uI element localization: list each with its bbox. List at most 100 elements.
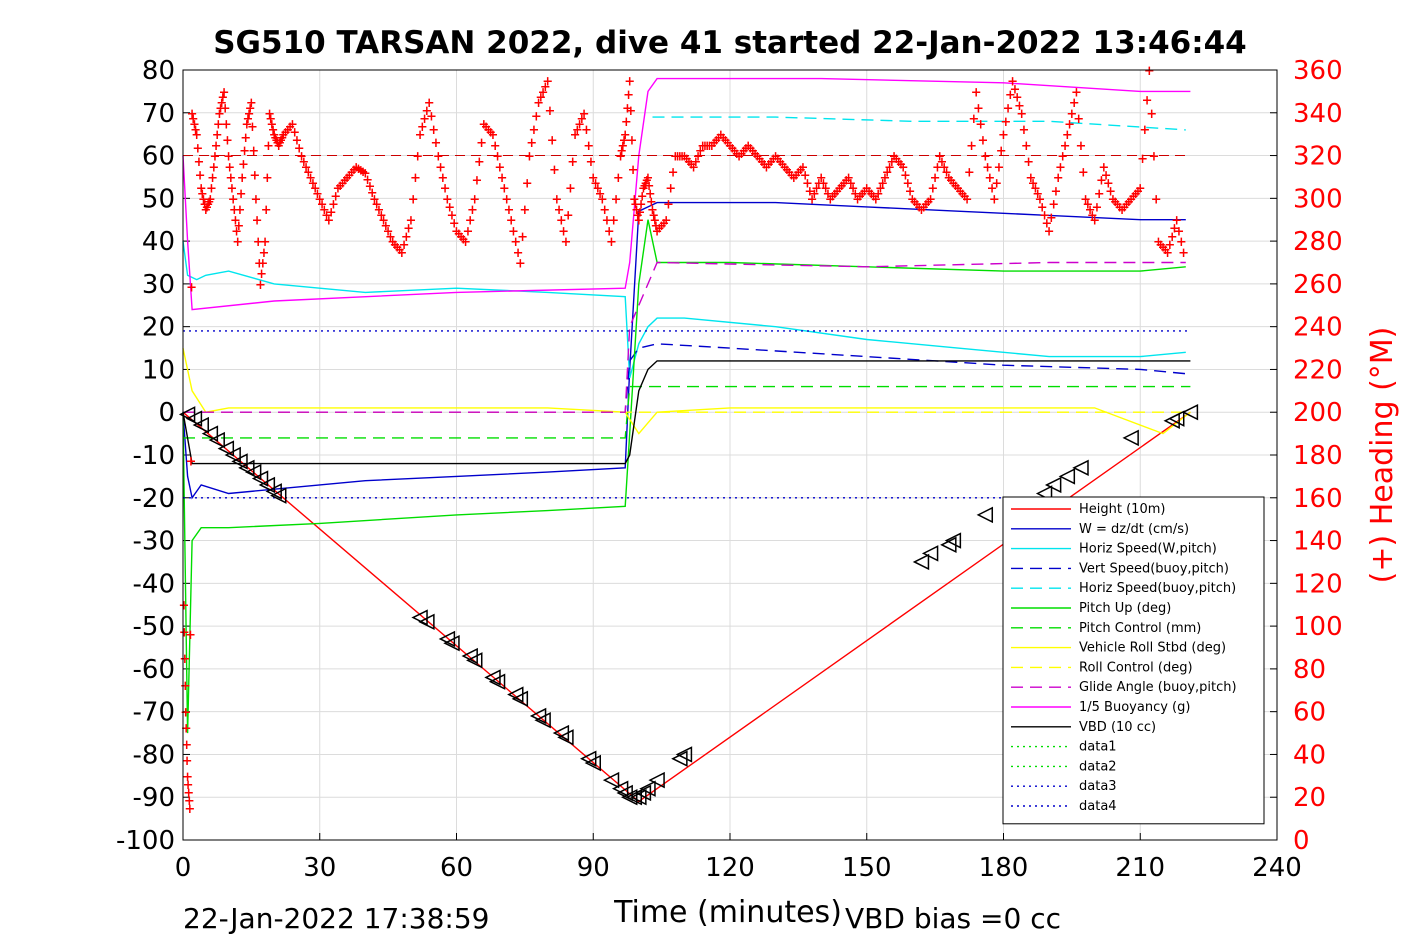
legend-label: Vert Speed(buoy,pitch) (1079, 561, 1229, 576)
sample-marker (621, 789, 638, 806)
heading-point: + (975, 117, 986, 132)
heading-point: + (636, 198, 647, 213)
sample-marker (1072, 459, 1089, 477)
heading-point: + (581, 123, 592, 138)
heading-point: + (444, 200, 455, 215)
left-tick-label: 10 (142, 355, 175, 385)
heading-point: + (628, 163, 639, 178)
heading-point: + (285, 120, 296, 135)
heading-point: + (508, 224, 519, 239)
sample-marker (648, 771, 665, 789)
heading-point: + (274, 136, 285, 151)
heading-point: + (460, 235, 471, 250)
heading-point: + (294, 142, 305, 157)
heading-point: + (225, 171, 236, 186)
heading-point: + (690, 155, 701, 170)
heading-point: + (592, 182, 603, 197)
heading-point: + (722, 136, 733, 151)
heading-point: + (1155, 238, 1166, 253)
heading-point: + (595, 187, 606, 202)
heading-point: + (190, 123, 201, 138)
heading-point: + (604, 224, 615, 239)
right-axis-label: (+) Heading (°M) (1365, 327, 1400, 584)
heading-point: + (476, 136, 487, 151)
heading-point: + (333, 182, 344, 197)
heading-point: + (1114, 200, 1125, 215)
heading-point: + (866, 187, 877, 202)
heading-point: + (197, 187, 208, 202)
heading-point: + (1078, 166, 1089, 181)
heading-point: + (611, 192, 622, 207)
legend-label: Height (10m) (1079, 502, 1165, 517)
heading-point: + (900, 168, 911, 183)
heading-point: + (367, 186, 378, 201)
heading-point: + (544, 104, 555, 119)
heading-point: + (898, 160, 909, 175)
heading-point: + (351, 160, 362, 175)
heading-point: + (186, 281, 197, 296)
sample-marker (912, 553, 930, 571)
series-line-horiz-speed-buoy-pitch (652, 116, 1186, 131)
heading-point: + (619, 134, 630, 149)
left-tick-label: 50 (142, 184, 175, 214)
heading-point: + (385, 230, 396, 245)
heading-point: + (224, 160, 235, 175)
heading-point: + (236, 187, 247, 202)
heading-point: + (1169, 222, 1180, 237)
x-tick-label: 0 (175, 853, 192, 883)
heading-point: + (665, 182, 676, 197)
left-tick-label: 0 (158, 398, 175, 428)
heading-point: + (646, 195, 657, 210)
heading-point: + (535, 91, 546, 106)
heading-point: + (875, 182, 886, 197)
heading-point: + (941, 166, 952, 181)
heading-point: + (488, 128, 499, 143)
heading-point: + (793, 166, 804, 181)
heading-point: + (433, 150, 444, 165)
heading-point: + (198, 192, 209, 207)
heading-point: + (216, 96, 227, 111)
heading-point: + (474, 155, 485, 170)
legend-label: Vehicle Roll Stbd (deg) (1079, 641, 1226, 656)
x-tick-label: 90 (577, 853, 610, 883)
heading-point: + (533, 96, 544, 111)
heading-point: + (563, 208, 574, 223)
heading-point: + (183, 778, 194, 793)
heading-point: + (630, 198, 641, 213)
heading-point: + (706, 139, 717, 154)
right-tick-label: 180 (1293, 441, 1343, 471)
heading-point: + (1089, 214, 1100, 229)
heading-point: + (255, 278, 266, 293)
heading-point: + (364, 180, 375, 195)
heading-point: + (298, 155, 309, 170)
heading-point: + (873, 187, 884, 202)
heading-point: + (396, 246, 407, 261)
heading-point: + (952, 182, 963, 197)
heading-point: + (326, 206, 337, 221)
left-tick-label: 40 (142, 227, 175, 257)
heading-point: + (907, 192, 918, 207)
heading-point: + (206, 182, 217, 197)
left-tick-label: -90 (133, 783, 175, 813)
heading-point: + (1037, 200, 1048, 215)
heading-point: + (836, 179, 847, 194)
heading-point: + (1096, 174, 1107, 189)
heading-point: + (212, 128, 223, 143)
marker-layer (178, 404, 1199, 806)
right-tick-label: 340 (1293, 99, 1343, 129)
heading-point: + (672, 150, 683, 165)
heading-point: + (271, 134, 282, 149)
heading-point: + (1178, 246, 1189, 261)
heading-point: + (182, 754, 193, 769)
heading-layer: ++++++++++++++++++++++++++++++++++++++++… (178, 64, 1191, 817)
heading-point: + (1142, 93, 1153, 108)
heading-point: + (996, 144, 1007, 159)
heading-point: + (570, 128, 581, 143)
heading-point: + (1073, 112, 1084, 127)
left-tick-label: -70 (133, 698, 175, 728)
heading-point: + (964, 166, 975, 181)
right-tick-label: 140 (1293, 527, 1343, 557)
heading-point: + (522, 176, 533, 191)
heading-point: + (1012, 91, 1023, 106)
heading-point: + (556, 214, 567, 229)
